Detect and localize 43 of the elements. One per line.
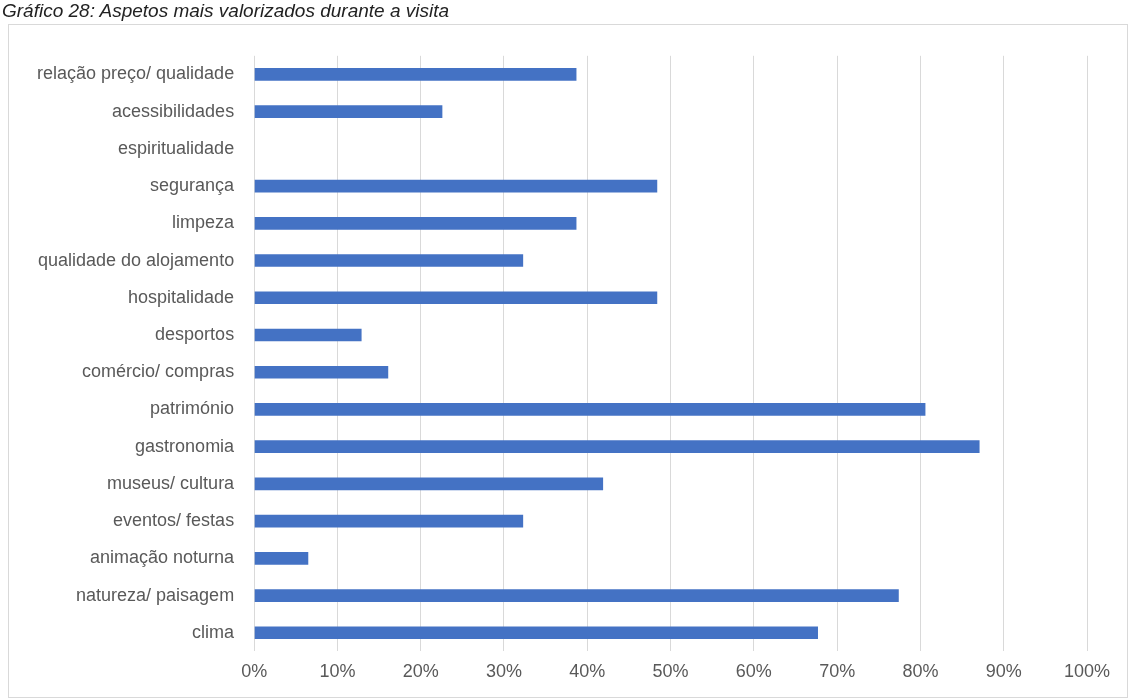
y-tick-label: qualidade do alojamento	[37, 249, 235, 270]
bar	[254, 179, 658, 193]
y-tick-label: natureza/ paisagem	[76, 584, 235, 605]
x-tick-label: 100%	[1063, 661, 1111, 682]
y-tick-label: património	[150, 398, 235, 419]
y-tick-label: animação noturna	[90, 547, 236, 568]
y-tick-label: acessibilidades	[112, 100, 235, 121]
x-tick-label: 40%	[569, 661, 606, 682]
y-tick-label: relação preço/ qualidade	[37, 63, 235, 84]
x-tick-label: 70%	[819, 661, 856, 682]
x-tick-label: 0%	[241, 661, 268, 682]
bar	[254, 105, 443, 118]
y-tick-label: eventos/ festas	[113, 510, 235, 531]
x-tick-label: 20%	[402, 661, 439, 682]
bar	[254, 477, 604, 491]
y-tick-label: comércio/ compras	[82, 361, 235, 382]
x-tick-label: 10%	[319, 661, 356, 682]
y-tick-label: hospitalidade	[128, 286, 235, 307]
bar	[254, 291, 658, 305]
bar	[254, 328, 362, 342]
bar	[254, 68, 577, 81]
x-tick-label: 60%	[735, 661, 772, 682]
bar	[254, 514, 524, 528]
chart-title: Gráfico 28: Aspetos mais valorizados durante a visita	[2, 0, 450, 22]
bar	[254, 403, 926, 416]
bar	[254, 440, 980, 453]
y-tick-label: clima	[192, 621, 236, 642]
bar	[254, 254, 524, 267]
bar	[254, 216, 577, 230]
x-tick-label: 90%	[985, 661, 1022, 682]
x-tick-label: 30%	[485, 661, 523, 682]
x-tick-label: 80%	[902, 661, 939, 682]
y-tick-label: limpeza	[172, 212, 236, 233]
bar	[254, 365, 389, 379]
x-tick-label: 50%	[652, 661, 689, 682]
bar	[254, 626, 818, 640]
y-tick-label: desportos	[155, 323, 235, 344]
y-tick-label: segurança	[150, 175, 236, 196]
bar	[254, 552, 309, 565]
bar	[254, 589, 899, 602]
y-tick-label: espiritualidade	[118, 137, 235, 158]
y-tick-label: museus/ cultura	[107, 472, 236, 493]
y-tick-label: gastronomia	[135, 435, 236, 456]
